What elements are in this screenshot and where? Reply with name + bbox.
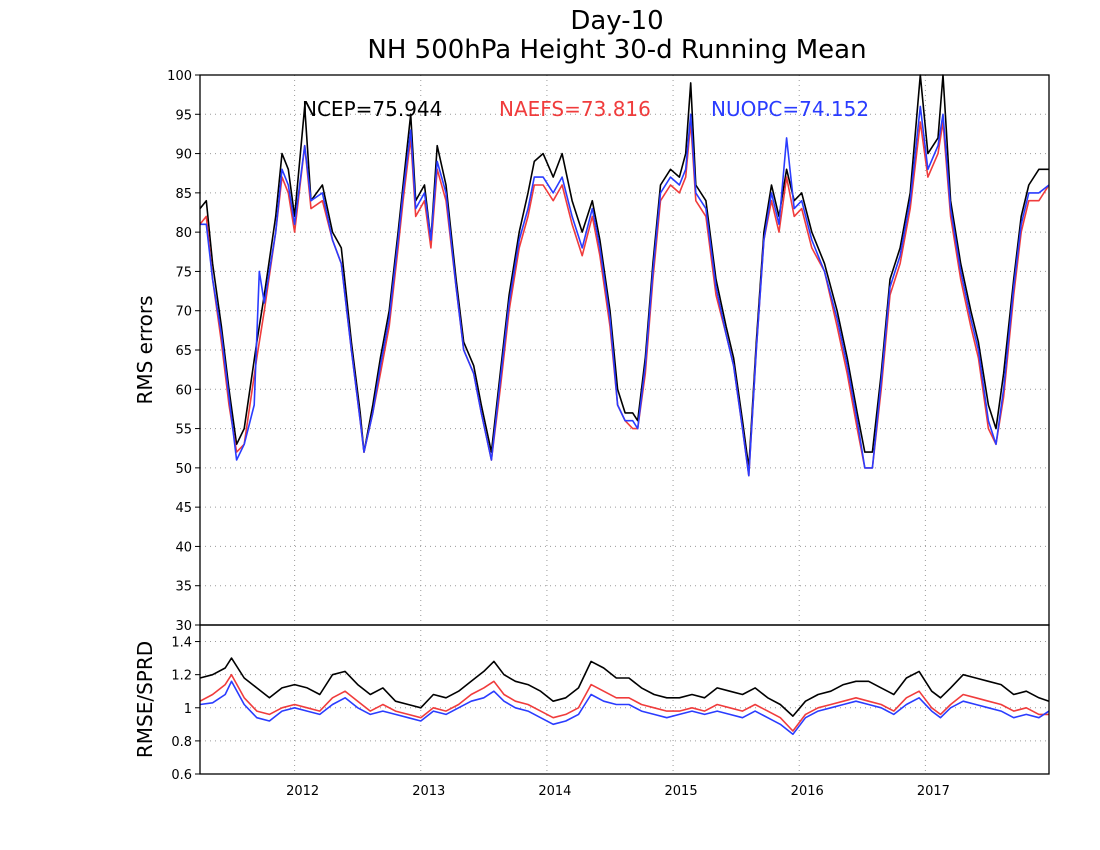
ratio-frame: [199, 624, 1050, 775]
main-series-ncep: [199, 74, 1049, 469]
ratio-series-nuopc: [199, 680, 1050, 736]
main-ytick-label: 95: [175, 108, 192, 123]
ratio-ytick-label: 1.2: [171, 669, 192, 684]
main-frame: [199, 74, 1050, 626]
ratio-ytick-label: 1.4: [171, 636, 192, 651]
legend-ncep: NCEP=75.944: [302, 97, 442, 121]
legend-nuopc: NUOPC=74.152: [711, 97, 869, 121]
chart-title-line1: Day-10: [570, 6, 663, 36]
chart-title-line2: NH 500hPa Height 30-d Running Mean: [367, 35, 866, 65]
xtick-label: 2015: [665, 784, 698, 799]
xtick-label: 2012: [286, 784, 319, 799]
main-ytick-label: 75: [175, 265, 192, 280]
main-ytick-label: 80: [175, 226, 192, 241]
main-ytick-label: 70: [175, 305, 192, 320]
ratio-ytick-label: 1: [184, 702, 192, 717]
main-ytick-label: 85: [175, 187, 192, 202]
xtick-label: 2014: [538, 784, 571, 799]
xtick-label: 2013: [412, 784, 445, 799]
main-ytick-label: 50: [175, 462, 192, 477]
main-ytick-label: 30: [175, 619, 192, 634]
xtick-label: 2017: [917, 784, 950, 799]
ratio-ytick-label: 0.8: [171, 735, 192, 750]
legend-naefs: NAEFS=73.816: [499, 97, 651, 121]
main-ytick-label: 35: [175, 580, 192, 595]
main-series-naefs: [199, 121, 1050, 477]
main-ytick-label: 40: [175, 540, 192, 555]
xtick-label: 2016: [791, 784, 824, 799]
main-ylabel: RMS errors: [133, 295, 157, 404]
ratio-series-ncep: [199, 657, 1050, 717]
main-ytick-label: 65: [175, 344, 192, 359]
main-ytick-label: 45: [175, 501, 192, 516]
main-series-nuopc: [200, 105, 1050, 477]
ratio-series-naefs: [199, 673, 1049, 732]
main-ytick-label: 90: [175, 148, 192, 163]
ratio-panel: 0.6 0.8 1 1.2 1.4 2012 2013 2014 2015 2016 2017 RMS…: [133, 624, 1050, 799]
main-ytick-label: 60: [175, 383, 192, 398]
main-panel: 30 35 40 45 50 55 60 65 70 75 80 85 90 95 100 RMS error…: [133, 69, 1050, 634]
main-ytick-label: 100: [167, 69, 192, 84]
ratio-ylabel: RMSE/SPRD: [133, 641, 157, 758]
main-ytick-label: 55: [175, 423, 192, 438]
ratio-ytick-label: 0.6: [171, 768, 192, 783]
